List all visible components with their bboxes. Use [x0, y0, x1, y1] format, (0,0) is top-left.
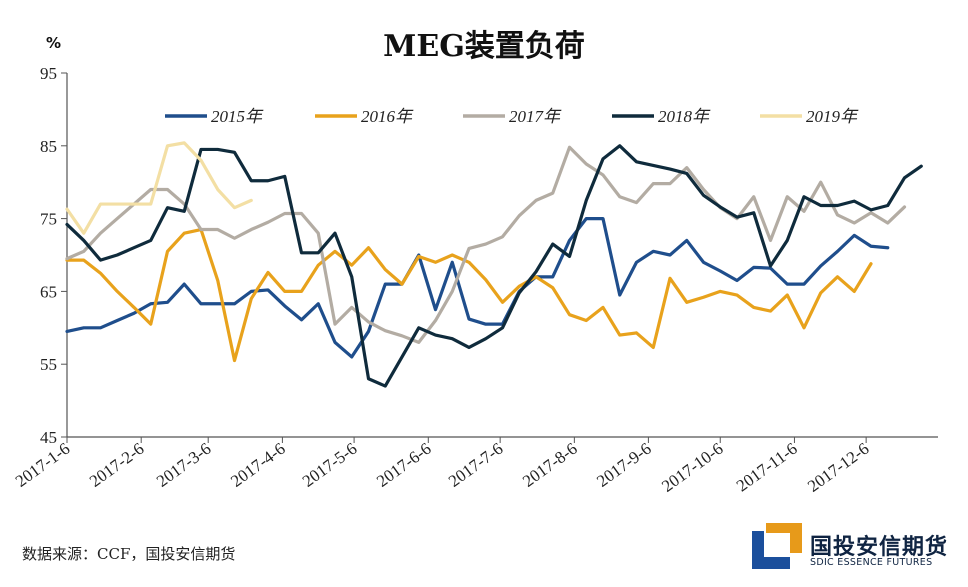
source-note: 数据来源：CCF，国投安信期货: [22, 545, 236, 563]
x-tick-label: 2017-10-6: [658, 439, 726, 496]
legend-label: 2019年: [806, 107, 859, 126]
x-tick-label: 2017-4-6: [227, 439, 289, 491]
logo-cn-text: 国投安信期货: [810, 535, 949, 560]
x-tick-label: 2017-2-6: [86, 439, 148, 491]
y-tick-label: 85: [40, 137, 57, 156]
legend: 2015年 2016年 2017年 2018年 2019年: [165, 107, 859, 126]
legend-label: 2015年: [211, 107, 264, 126]
y-unit-label: %: [46, 34, 61, 52]
y-tick-label: 65: [40, 282, 57, 301]
legend-label: 2018年: [658, 107, 711, 126]
legend-label: 2017年: [509, 107, 562, 126]
x-tick-label: 2017-11-6: [733, 439, 801, 496]
y-tick-label: 55: [40, 355, 57, 374]
y-tick-label: 95: [40, 64, 57, 83]
y-tick-label: 45: [40, 428, 57, 447]
y-tick-label: 75: [40, 210, 57, 229]
series-line-2015: [65, 217, 890, 359]
x-tick-label: 2017-7-6: [445, 439, 507, 491]
x-tick-label: 2017-6-6: [373, 439, 435, 491]
series-line-2017: [65, 145, 907, 344]
sdic-logo: 国投安信期货 SDIC ESSENCE FUTURES: [752, 523, 962, 571]
chart-title: MEG装置负荷: [383, 29, 585, 64]
x-tick-label: 2017-8-6: [519, 439, 581, 491]
x-tick-label: 2017-12-6: [804, 439, 872, 496]
series-lines: [65, 141, 923, 388]
x-tick-label: 2017-9-6: [593, 439, 655, 491]
series-line-2019: [65, 141, 253, 235]
sdic-logo-icon: [752, 523, 802, 569]
legend-label: 2016年: [361, 107, 414, 126]
x-tick-label: 2017-3-6: [153, 439, 215, 491]
series-line-2018: [65, 144, 923, 388]
x-tick-label: 2017-5-6: [299, 439, 361, 491]
logo-en-text: SDIC ESSENCE FUTURES: [810, 557, 933, 568]
